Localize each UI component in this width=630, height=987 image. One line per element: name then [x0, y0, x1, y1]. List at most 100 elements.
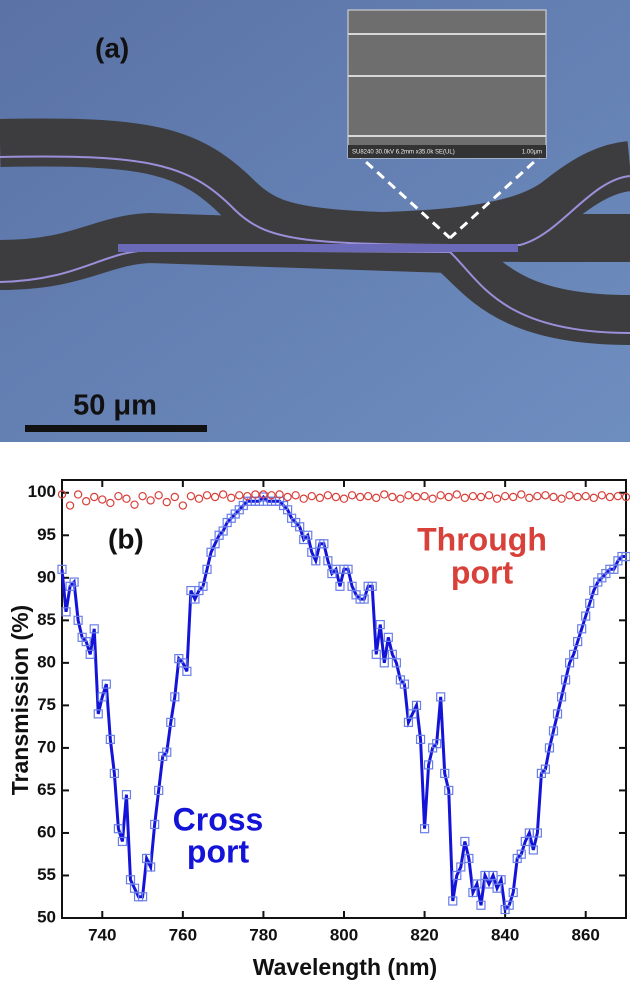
data-point: [323, 556, 333, 566]
data-point: [90, 492, 99, 502]
data-point: [605, 492, 615, 502]
data-point: [98, 495, 107, 504]
data-point: [424, 760, 434, 770]
waveguide-core: [0, 248, 630, 334]
data-point: [335, 581, 345, 591]
data-point: [456, 862, 466, 872]
data-point: [117, 836, 128, 847]
data-point: [178, 501, 188, 510]
data-point: [347, 491, 357, 500]
x-tick-label: 820: [410, 925, 438, 944]
scale-bar: [25, 425, 207, 432]
y-tick-label: 80: [37, 652, 56, 671]
data-point: [89, 624, 99, 634]
data-point: [355, 492, 365, 502]
y-tick-label: 65: [37, 780, 56, 799]
data-point: [597, 491, 607, 500]
data-point: [391, 658, 401, 668]
y-tick-label: 60: [37, 822, 56, 841]
data-point: [81, 497, 91, 506]
data-point: [508, 887, 518, 898]
data-point: [379, 658, 389, 668]
data-point: [419, 824, 430, 834]
x-tick-label: 840: [491, 925, 519, 944]
data-point: [73, 615, 83, 625]
data-point: [81, 636, 91, 647]
data-point: [484, 491, 494, 500]
data-point: [85, 649, 95, 659]
data-point: [375, 619, 385, 630]
data-point: [61, 607, 71, 617]
data-point: [525, 493, 534, 503]
data-point: [420, 491, 429, 501]
data-point: [210, 492, 220, 502]
waveguide-core: [0, 155, 630, 247]
data-point: [226, 493, 236, 503]
data-point: [589, 493, 598, 503]
y-tick-label: 50: [37, 907, 56, 926]
data-point: [476, 492, 486, 502]
y-tick-label: 55: [37, 865, 56, 884]
data-point: [259, 490, 268, 499]
data-point: [122, 494, 131, 503]
series-label: Through: [417, 521, 547, 557]
panel-label: (a): [95, 32, 129, 63]
data-point: [154, 491, 163, 500]
y-tick-label: 70: [37, 737, 56, 756]
data-point: [565, 491, 574, 500]
data-point: [137, 892, 148, 902]
data-point: [533, 491, 542, 501]
data-point: [476, 900, 486, 910]
data-point: [114, 491, 123, 501]
data-point: [202, 491, 212, 500]
data-point: [182, 666, 192, 676]
data-point: [101, 679, 111, 689]
x-tick-label: 760: [169, 925, 197, 944]
data-point: [557, 494, 566, 503]
data-point: [444, 492, 453, 502]
y-tick-label: 75: [37, 695, 56, 714]
data-point: [235, 491, 244, 500]
data-point: [331, 492, 341, 502]
data-point: [549, 492, 558, 502]
data-point: [404, 491, 413, 500]
data-point: [613, 491, 623, 501]
data-point: [65, 501, 75, 510]
data-point: [548, 726, 559, 736]
data-point: [452, 490, 461, 499]
data-point: [581, 491, 590, 501]
data-point: [448, 896, 458, 906]
data-point: [415, 734, 426, 744]
data-point: [621, 551, 630, 562]
data-point: [170, 692, 180, 702]
data-point: [444, 785, 454, 796]
y-tick-label: 100: [28, 482, 56, 501]
panel-a: SU8240 30.0kV 6.2mm x35.0k SE(UL) 1.00μm…: [0, 0, 630, 442]
data-point: [162, 497, 171, 507]
data-point: [194, 494, 204, 503]
data-point: [509, 492, 518, 502]
data-point: [150, 819, 160, 830]
sem-scale: 1.00μm: [522, 150, 542, 156]
data-point: [569, 649, 579, 659]
data-point: [251, 490, 260, 499]
x-axis-title: Wavelength (nm): [253, 954, 437, 980]
series-line: [60, 494, 626, 913]
data-point: [541, 491, 550, 500]
data-point: [585, 598, 595, 608]
data-point: [113, 824, 124, 834]
data-point: [343, 564, 353, 574]
data-point: [468, 491, 478, 501]
data-point: [283, 492, 292, 502]
data-point: [412, 492, 421, 502]
series-label: Cross: [173, 801, 264, 837]
y-axis-title: Transmission (%): [7, 605, 33, 795]
data-point: [267, 491, 276, 500]
x-tick-label: 800: [330, 925, 358, 944]
data-point: [371, 649, 381, 659]
data-point: [303, 530, 313, 540]
data-point: [552, 709, 563, 719]
data-point: [154, 785, 164, 796]
data-point: [315, 493, 325, 503]
data-point: [299, 494, 308, 503]
